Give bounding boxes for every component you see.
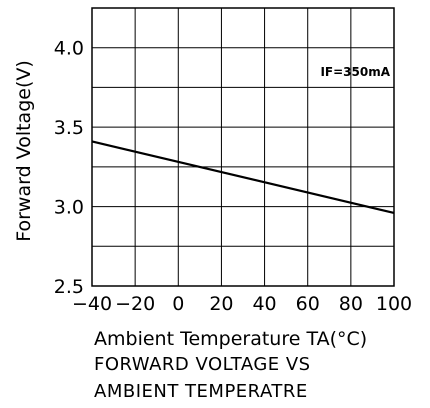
- y-tick-label: 3.5: [54, 117, 84, 139]
- grid-lines: [92, 8, 394, 286]
- x-axis-title: Ambient Temperature TA(°C): [94, 328, 367, 350]
- forward-voltage-line: [91, 140, 395, 214]
- tick-labels: −40 −20 0 20 40 60 80 100 2.5 3.0 3.5 4.0: [54, 38, 412, 315]
- caption-line-1: FORWARD VOLTAGE VS: [94, 354, 311, 375]
- x-tick-label: −20: [115, 293, 155, 315]
- x-tick-label: 60: [296, 293, 320, 315]
- y-axis-title: Forward Voltage(V): [13, 60, 35, 242]
- y-tick-label: 4.0: [54, 38, 84, 60]
- series-layer: [91, 140, 395, 214]
- x-tick-label: 80: [339, 293, 363, 315]
- plot-frame: [91, 7, 395, 287]
- caption-line-2: AMBIENT TEMPERATRE: [94, 381, 308, 402]
- x-tick-label: −40: [72, 293, 112, 315]
- y-tick-label: 3.0: [54, 197, 84, 219]
- x-tick-label: 20: [209, 293, 233, 315]
- x-tick-label: 40: [252, 293, 276, 315]
- x-tick-label: 0: [172, 293, 184, 315]
- x-tick-label: 100: [376, 293, 412, 315]
- y-tick-label: 2.5: [54, 276, 84, 298]
- current-annotation: IF=350mA: [320, 65, 390, 79]
